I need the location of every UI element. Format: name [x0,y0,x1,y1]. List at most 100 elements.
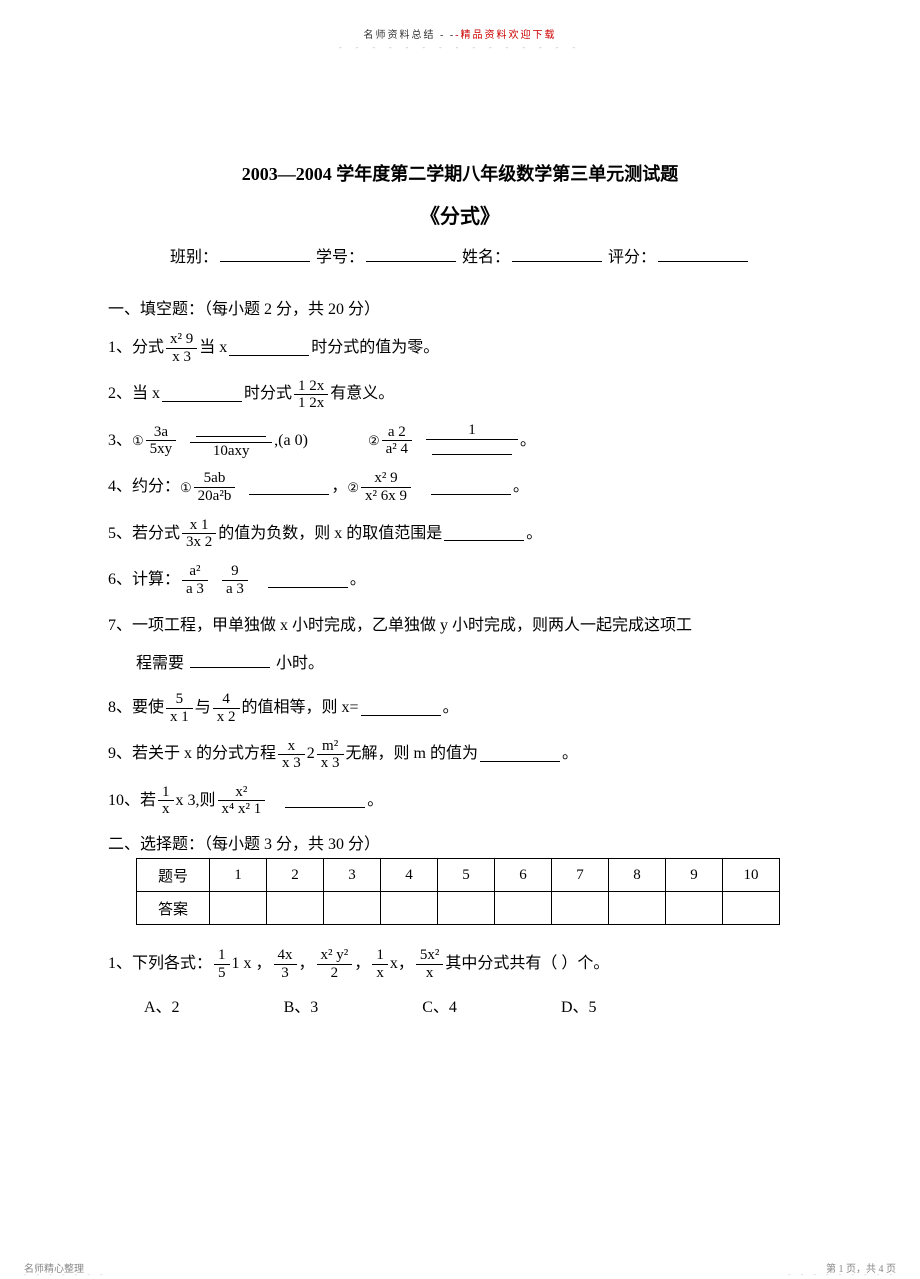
q9-f2: m²x 3 [317,738,344,772]
q2-frac: 1 2x1 2x [294,378,328,412]
option-a: A、2 [144,993,180,1017]
question-1: 1、分式 x² 9x 3 当 x 时分式的值为零。 [108,329,812,367]
q8-end: 。 [443,689,459,727]
score-blank [658,247,748,262]
q3-f2: 10axy [190,422,272,459]
q9-mid1: 2 [307,735,315,773]
q5-end: 。 [526,515,542,553]
q10-pre: 10、若 [108,782,156,820]
question-7: 7、一项工程，甲单独做 x 小时完成，乙单独做 y 小时完成，则两人一起完成这项… [108,607,812,681]
q3-f4: 1 [426,422,518,459]
question-8: 8、要使 5x 1 与 4x 2 的值相等，则 x= 。 [108,689,812,727]
q8-f1: 5x 1 [166,691,193,725]
section-2-head: 二、选择题：（每小题 3 分，共 30 分） [108,830,812,854]
option-c: C、4 [422,993,457,1017]
table-qnum-label: 题号 [137,859,210,892]
option-b: B、3 [284,993,319,1017]
table-ans-label: 答案 [137,892,210,925]
q8-mid2: 的值相等，则 x= [242,689,359,727]
q9-mid2: 无解，则 m 的值为 [346,735,478,773]
q6-end: 。 [350,561,366,599]
answer-table: 题号 1 2 3 4 5 6 7 8 9 10 答案 [136,858,780,925]
q8-blank [361,701,441,716]
q1-frac: x² 9x 3 [166,331,197,365]
q2-blank [162,387,242,402]
q1-post: 时分式的值为零。 [311,329,439,367]
class-blank [220,247,310,262]
q10-blank [285,793,365,808]
q3-end: 。 [520,422,536,460]
q7-line1: 7、一项工程，甲单独做 x 小时完成，乙单独做 y 小时完成，则两人一起完成这项… [108,607,812,645]
q4-blank1 [249,480,329,495]
q1-pre: 1、分式 [108,329,164,367]
header-watermark: 名师资料总结 - --精品资料欢迎下载 [0,0,920,41]
q9-pre: 9、若关于 x 的分式方程 [108,735,276,773]
page-subtitle: 《分式》 [108,200,812,229]
q9-end: 。 [562,735,578,773]
question-4: 4、约分： ① 5ab20a²b ， ② x² 9x² 6x 9 。 [108,468,812,506]
q4-pre: 4、约分： [108,468,180,506]
q3-f3: a 2a² 4 [382,424,412,458]
q3-cond: ,(a 0) [274,422,308,460]
q10-end: 。 [367,782,383,820]
name-blank [512,247,602,262]
q2-post: 有意义。 [330,375,394,413]
q9-blank [480,747,560,762]
section-1-head: 一、填空题：（每小题 2 分，共 20 分） [108,295,812,319]
q8-mid1: 与 [195,689,211,727]
q8-pre: 8、要使 [108,689,164,727]
info-line: 班别： 学号： 姓名： 评分： [108,243,812,267]
q8-f2: 4x 2 [213,691,240,725]
q3-c1: ① [132,425,144,456]
q7-blank [190,653,270,668]
name-label: 姓名： [462,249,510,266]
mc1-pre: 1、下列各式： [108,945,212,983]
mc1-post: 其中分式共有（ ）个。 [445,945,609,983]
table-answer-row: 答案 [137,892,780,925]
mc1-f1: 15 [214,947,230,981]
q3-pre: 3、 [108,422,132,460]
q3-c2: ② [368,425,380,456]
mc1-f4: 1x [372,947,388,981]
mc1-f5: 5x²x [416,947,444,981]
q4-f2: x² 9x² 6x 9 [361,470,411,504]
q1-mid: 当 x [199,329,227,367]
q3-f1: 3a5xy [146,424,177,458]
q4-blank2 [431,480,511,495]
q6-f1: a²a 3 [182,563,208,597]
id-label: 学号： [316,249,364,266]
mc-question-1: 1、下列各式： 15 1 x ， 4x3 ， x² y²2 ， 1x x， 5x… [108,945,812,983]
header-left: 名师资料总结 - - [363,30,455,41]
q5-blank [444,526,524,541]
mc1-options: A、2 B、3 C、4 D、5 [144,993,812,1017]
q5-mid: 的值为负数，则 x 的取值范围是 [218,515,442,553]
question-6: 6、计算： a²a 3 9a 3 。 [108,561,812,599]
header-right: -精品资料欢迎下载 [455,30,556,41]
page-content: 2003—2004 学年度第二学期八年级数学第三单元测试题 《分式》 班别： 学… [0,52,920,1017]
question-3: 3、 ① 3a5xy 10axy ,(a 0) ② a 2a² 4 1 。 [108,422,812,460]
q2-pre: 2、当 x [108,375,160,413]
question-9: 9、若关于 x 的分式方程 xx 3 2 m²x 3 无解，则 m 的值为 。 [108,735,812,773]
q6-pre: 6、计算： [108,561,180,599]
q10-f2: x²x⁴ x² 1 [218,784,266,818]
q5-pre: 5、若分式 [108,515,180,553]
q2-mid: 时分式 [244,375,292,413]
header-dots: - - - - - - - - - - - - - - - [0,43,920,52]
q5-frac: x 13x 2 [182,517,216,551]
class-label: 班别： [170,249,218,266]
question-10: 10、若 1x x 3,则 x²x⁴ x² 1 。 [108,782,812,820]
mc1-f3: x² y²2 [317,947,353,981]
q4-c1: ① [180,472,192,503]
q1-blank [229,341,309,356]
option-d: D、5 [561,993,597,1017]
q7-line2: 程需要 小时。 [136,646,812,681]
score-label: 评分： [608,249,656,266]
q10-f1: 1x [158,784,174,818]
question-5: 5、若分式 x 13x 2 的值为负数，则 x 的取值范围是 。 [108,515,812,553]
q6-blank [268,573,348,588]
q4-end: 。 [513,468,529,506]
mc1-f2: 4x3 [274,947,297,981]
page-title: 2003—2004 学年度第二学期八年级数学第三单元测试题 [108,160,812,186]
q4-c2: ② [347,472,359,503]
q6-f2: 9a 3 [222,563,248,597]
